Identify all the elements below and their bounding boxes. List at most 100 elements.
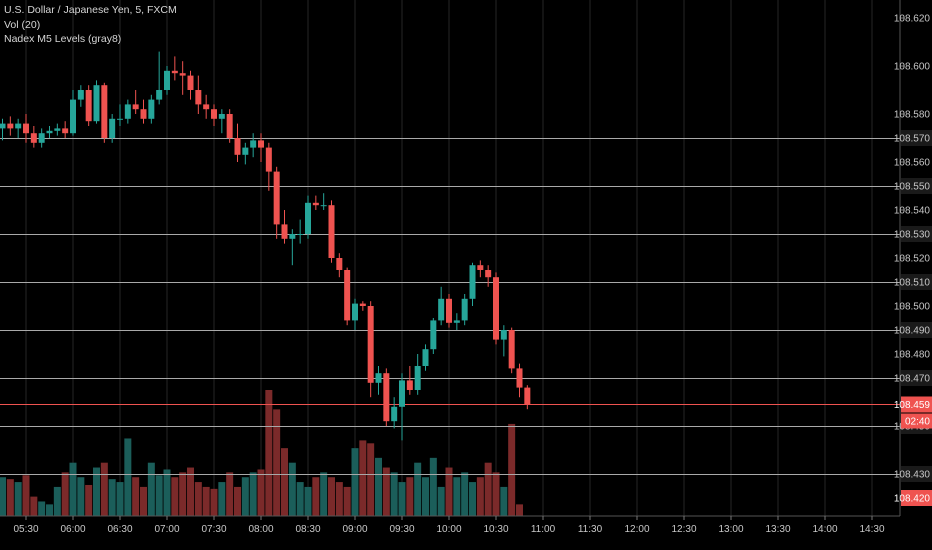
volume-bar [500, 486, 508, 516]
volume-bar [437, 486, 445, 516]
volume-bar [6, 479, 14, 516]
time-tick-label: 14:00 [812, 524, 837, 535]
candles [0, 51, 531, 441]
volume-bar [320, 472, 328, 516]
volume-badge-value: 108.420 [894, 494, 931, 505]
price-tick-label: 108.430 [894, 470, 931, 481]
candle-body [156, 90, 163, 100]
candle-body [524, 387, 531, 405]
candle-body [469, 265, 476, 299]
candle-body [352, 303, 358, 321]
price-tick-label: 108.490 [894, 326, 931, 337]
candle-body [461, 298, 468, 321]
time-tick-label: 06:00 [60, 524, 85, 535]
candle-body [273, 171, 280, 225]
volume-bar [194, 482, 202, 516]
volume-bar [343, 486, 351, 516]
volume-bar [335, 482, 343, 516]
time-tick-label: 14:30 [859, 524, 884, 535]
candle-body [242, 147, 249, 155]
volume-bar [69, 462, 77, 516]
volume-bar [445, 467, 453, 516]
candle-body [250, 140, 257, 148]
volume-bar [508, 423, 516, 516]
candle-body [336, 258, 343, 270]
volume-bar [461, 472, 469, 516]
time-tick-label: 05:30 [13, 524, 38, 535]
candle-body [391, 406, 398, 422]
candle-body [493, 277, 499, 340]
price-tick-label: 108.620 [894, 14, 931, 25]
nadex-level-lines [0, 138, 900, 475]
candle-body [414, 366, 421, 390]
candle-body [132, 104, 139, 110]
volume-bar [77, 477, 85, 516]
time-tick-label: 12:30 [671, 524, 696, 535]
volume-bar [38, 501, 46, 516]
candle-body [312, 202, 319, 206]
volume-bar [202, 486, 210, 516]
candle-body [485, 270, 492, 278]
price-axis[interactable]: 108.620 108.600 108.580 108.570 108.560 108.5… [894, 14, 932, 483]
price-tick-label: 108.500 [894, 302, 931, 313]
price-tick-label: 108.550 [894, 182, 931, 193]
candle-body [367, 306, 374, 383]
time-tick-label: 09:30 [389, 524, 414, 535]
price-tick-label: 108.560 [894, 158, 931, 169]
legend-volume[interactable]: Vol (20) [4, 19, 41, 31]
price-tick-label: 108.530 [894, 230, 931, 241]
last-price-value: 108.459 [894, 400, 931, 411]
volume-bar [218, 482, 226, 516]
candle-body [430, 320, 437, 350]
candle-body [23, 123, 29, 134]
volume-bars [0, 390, 523, 516]
candle-body [328, 205, 335, 258]
candle-body [320, 205, 327, 207]
volume-bar [155, 475, 163, 516]
volume-bar [171, 477, 179, 516]
candle-body [226, 114, 233, 138]
time-tick-label: 11:30 [578, 524, 603, 535]
price-tick-label: 108.480 [894, 350, 931, 361]
candle-body [179, 73, 186, 76]
volume-bar [108, 479, 116, 516]
candle-body [203, 104, 210, 110]
price-tick-label: 108.580 [894, 110, 931, 121]
legend-indicator[interactable]: Nadex M5 Levels (gray8) [4, 33, 122, 45]
candle-body [85, 90, 92, 122]
volume-bar [100, 462, 108, 516]
volume-bar [147, 462, 155, 516]
volume-bar [85, 484, 93, 516]
candle-body [164, 70, 170, 90]
price-label-bg [901, 178, 932, 194]
volume-badge-bg [901, 490, 932, 506]
time-tick-label: 12:00 [624, 524, 649, 535]
candle-body [500, 330, 507, 340]
legend-symbol[interactable]: U.S. Dollar / Japanese Yen, 5, FXCM [4, 4, 177, 16]
candle-body [218, 114, 225, 119]
candle-body [265, 147, 272, 172]
candle-body [281, 224, 288, 239]
volume-bar [210, 488, 218, 516]
time-tick-label: 07:00 [154, 524, 179, 535]
volume-bar [414, 462, 422, 516]
price-tick-label: 108.600 [894, 62, 931, 73]
volume-bar [516, 504, 523, 516]
volume-bar [304, 486, 312, 516]
price-tick-label: 108.540 [894, 206, 931, 217]
countdown-badge-bg [901, 413, 932, 429]
candle-body [211, 109, 217, 119]
candle-body [15, 123, 22, 129]
time-axis[interactable]: 05:30 06:00 06:30 07:00 07:30 08:00 08:30 09:00… [13, 516, 885, 535]
volume-bar [179, 472, 187, 516]
volume-bar [492, 472, 500, 516]
candle-body [171, 70, 178, 74]
candle-body [477, 265, 484, 270]
volume-bar [93, 467, 100, 516]
candle-body [399, 380, 405, 407]
volume-bar [226, 472, 234, 516]
candle-body [101, 85, 108, 138]
volume-bar [14, 482, 22, 516]
candle-body [62, 128, 69, 134]
